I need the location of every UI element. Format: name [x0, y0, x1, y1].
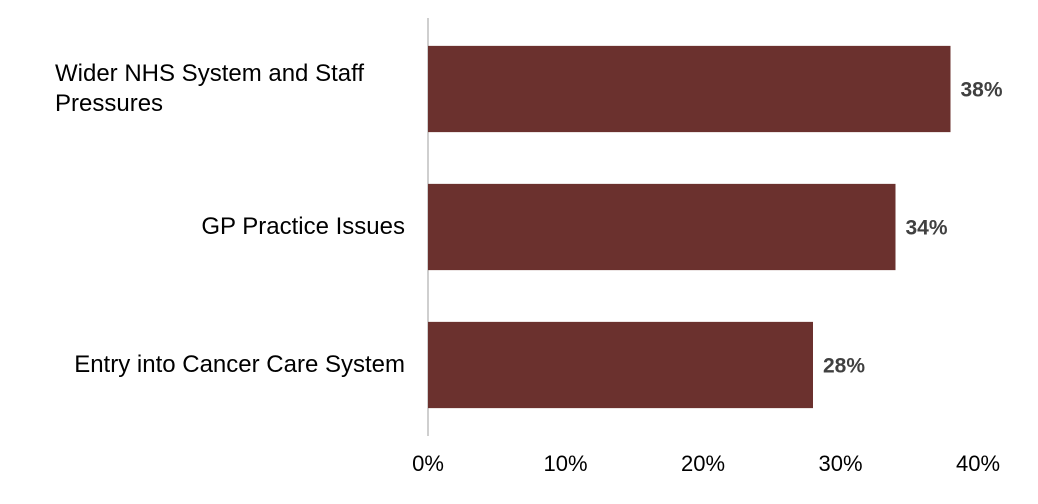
value-label: 34%	[906, 217, 948, 240]
x-tick-label: 30%	[818, 451, 862, 476]
value-label: 28%	[823, 355, 865, 378]
bar	[428, 45, 951, 133]
bar	[428, 183, 896, 271]
category-label: GP Practice Issues	[201, 213, 405, 240]
category-label: Entry into Cancer Care System	[74, 351, 405, 378]
x-tick-label: 0%	[412, 451, 444, 476]
x-tick-label: 10%	[543, 451, 587, 476]
x-tick-label: 40%	[956, 451, 1000, 476]
bar	[428, 321, 813, 409]
value-label: 38%	[961, 79, 1003, 102]
category-label: Wider NHS System and Staff Pressures	[55, 60, 364, 117]
x-tick-label: 20%	[681, 451, 725, 476]
